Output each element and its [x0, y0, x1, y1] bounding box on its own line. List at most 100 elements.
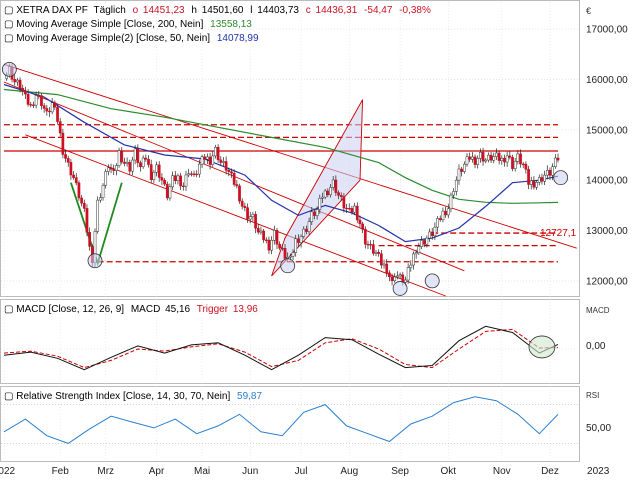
candle-body: [230, 171, 233, 174]
candle-body: [125, 162, 129, 164]
rsi-50-tick: 50,00: [586, 423, 611, 434]
horizontal-levels: [4, 124, 558, 263]
candle-body: [433, 226, 437, 237]
macd-cross-marker: [528, 335, 556, 359]
change-value: -54,47: [364, 5, 393, 16]
x-tick-label: Mai: [194, 466, 210, 477]
candle-body: [101, 184, 105, 198]
candle-body: [481, 152, 485, 162]
candle-body: [26, 93, 30, 105]
candle-body: [428, 231, 431, 239]
candle-body: [294, 238, 298, 253]
x-tick-label: Dez: [541, 466, 559, 477]
high-value: 14501,60: [202, 5, 244, 16]
candle-body: [516, 153, 520, 162]
candle-body: [363, 228, 367, 245]
candle-body: [264, 239, 268, 241]
candle-body: [548, 170, 552, 176]
candle-body: [524, 163, 528, 170]
x-tick-label: Jul: [295, 466, 308, 477]
candle-body: [329, 187, 332, 196]
candle-body: [414, 252, 418, 255]
candle-body: [187, 173, 191, 176]
candle-body: [272, 230, 276, 241]
candle-body: [444, 210, 447, 216]
candle-body: [412, 253, 415, 266]
candle-body: [495, 152, 498, 157]
candle-body: [278, 243, 282, 249]
candle-body: [345, 207, 348, 210]
pivot-marker: [553, 170, 569, 186]
x-tick-label: Mrz: [97, 466, 114, 477]
candle-body: [382, 263, 386, 266]
candle-body: [85, 208, 89, 233]
candle-body: [29, 104, 33, 106]
candle-body: [107, 167, 110, 172]
macd-panel-frame: [0, 299, 580, 384]
candle-body: [262, 230, 265, 241]
candle-body: [235, 184, 239, 187]
candle-body: [40, 95, 43, 107]
candle-body: [441, 210, 445, 221]
candle-body: [211, 155, 215, 165]
svg-text:▢ XETRA DAX PF Täg: ▢ XETRA DAX PF Täglich o 14451,23 h 1450…: [4, 5, 431, 16]
price-panel-frame: [0, 0, 580, 297]
rsi-panel-frame: [0, 386, 580, 462]
candle-body: [487, 154, 490, 161]
candle-body: [393, 276, 397, 281]
candle-body: [256, 227, 260, 233]
candle-body: [430, 231, 434, 237]
candle-body: [302, 228, 306, 237]
candle-body: [149, 164, 153, 180]
price-tick-label: 16000,00: [586, 75, 628, 86]
candle-body: [198, 163, 201, 175]
candle-body: [74, 177, 78, 184]
instrument-name: XETRA DAX PF: [16, 5, 88, 16]
candle-body: [321, 196, 324, 199]
candle-body: [535, 182, 538, 188]
candle-body: [420, 240, 423, 247]
candle-body: [232, 172, 236, 185]
rsi-value: 59,87: [237, 391, 262, 402]
sma200-value: 13558,13: [210, 19, 252, 30]
pivot-marker: [1, 61, 17, 77]
x-tick-label: Apr: [149, 466, 165, 477]
candle-body: [82, 202, 86, 209]
candle-body: [147, 159, 150, 165]
candle-body: [355, 205, 359, 221]
candle-body: [339, 195, 343, 197]
trigger-name: Trigger: [197, 304, 229, 315]
pattern-markers: [1, 61, 569, 296]
candle-body: [61, 132, 65, 155]
candle-body: [409, 264, 413, 268]
candle-body: [307, 221, 311, 232]
candle-body: [326, 190, 330, 196]
period-label: Täglich: [94, 5, 126, 16]
candle-body: [377, 252, 381, 254]
candle-body: [189, 173, 193, 175]
candle-body: [58, 121, 62, 134]
candle-body: [315, 209, 319, 216]
x-tick-label: Nov: [493, 466, 511, 477]
candle-body: [457, 168, 461, 181]
candle-body: [540, 177, 544, 182]
candle-body: [529, 180, 533, 185]
rsi-axis-tag: RSI: [586, 391, 599, 400]
svg-text:▢ Moving Average Simple: ▢ Moving Average Simple [Close, 200, Nei…: [4, 19, 252, 30]
candle-body: [305, 228, 308, 232]
macd-axis-tag: MACD: [586, 306, 610, 315]
candle-body: [425, 237, 429, 245]
sma200-label: Moving Average Simple [Close, 200, Nein]: [16, 19, 203, 30]
candle-body: [248, 216, 252, 220]
x-tick-label: Sep: [391, 466, 409, 477]
candle-body: [289, 255, 292, 258]
candle-body: [98, 197, 102, 201]
candle-body: [165, 183, 169, 199]
candle-body: [497, 152, 501, 161]
candle-body: [280, 247, 284, 250]
sma50-marker: ▢: [4, 33, 13, 44]
candle-body: [313, 211, 316, 216]
candle-body: [203, 156, 207, 160]
candle-body: [513, 161, 517, 169]
